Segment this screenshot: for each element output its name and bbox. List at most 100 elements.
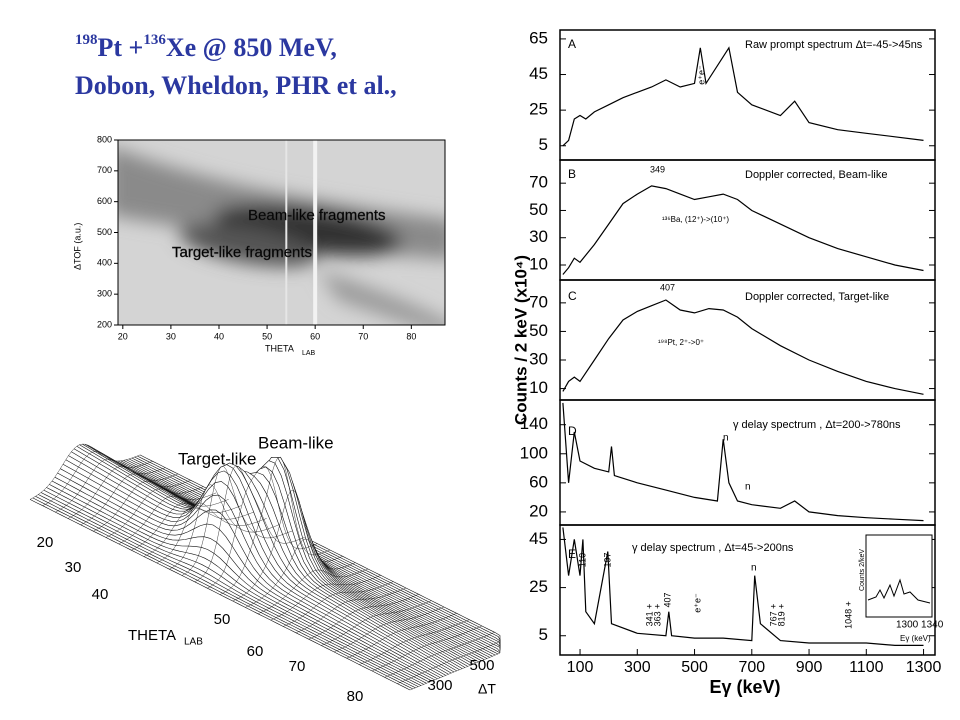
y-tick-label: 300 (97, 289, 112, 299)
y-tick-label: 5 (539, 625, 548, 644)
annotation: Beam-like (258, 433, 334, 452)
density (118, 148, 445, 325)
annotation: THETA (128, 627, 176, 644)
y-tick-label: 400 (97, 258, 112, 268)
theta-tick-label: 60 (247, 643, 264, 660)
annotation: 197 (602, 552, 612, 567)
annotation: 767 + (768, 604, 778, 627)
tof-tick-label: 500 (469, 657, 494, 674)
annotation: Target-like fragments (172, 244, 312, 261)
mesh-line (29, 443, 141, 500)
density-core (178, 223, 318, 267)
y-tick-label: 100 (520, 443, 548, 462)
theta-tick-label: 70 (289, 658, 306, 675)
x-tick-label: 60 (310, 331, 320, 341)
theta-tick-label: 20 (37, 534, 54, 551)
mesh-line (143, 507, 255, 557)
tof-tick-label: 300 (427, 677, 452, 694)
annotation: LAB (184, 637, 203, 648)
mesh-line (295, 587, 407, 633)
element: Xe @ 850 MeV, (166, 33, 337, 62)
density-tail (318, 270, 445, 325)
y-tick-label: 5 (539, 135, 548, 154)
annotation: 407 (662, 592, 672, 607)
y-tick-label: 30 (529, 349, 548, 368)
y-tick-label: 20 (529, 501, 548, 520)
mesh-line (308, 594, 419, 640)
mesh-line (333, 606, 445, 653)
annotation: E (568, 547, 576, 561)
mesh-line (105, 488, 217, 538)
x-tick-label: 50 (262, 331, 272, 341)
x-tick-label: 1100 (849, 659, 884, 676)
annotation: γ delay spectrum , Δt=200->780ns (733, 419, 901, 431)
x-tick-label: 100 (567, 659, 594, 676)
y-tick-label: 30 (529, 227, 548, 246)
y-tick-label: 25 (529, 100, 548, 119)
annotation: ΔT (478, 681, 496, 697)
x-tick-label: 80 (406, 331, 416, 341)
heatmap-image (118, 140, 445, 325)
mass-number: 198 (75, 32, 98, 48)
mesh-line (93, 481, 204, 532)
y-tick-label: 45 (529, 529, 548, 548)
theta-tick-label: 40 (92, 586, 109, 603)
y-tick-label: 70 (529, 292, 548, 311)
annotation: 1048 + (843, 601, 853, 629)
mesh-line (67, 466, 179, 519)
theta-tick-label: 50 (214, 611, 231, 628)
y-tick-label: 200 (97, 319, 112, 329)
mesh-line (194, 465, 305, 582)
annotation: A (568, 37, 576, 51)
annotation: Eγ (keV) (900, 634, 931, 643)
x-tick-label: 300 (624, 659, 651, 676)
annotation: Doppler corrected, Target-like (745, 291, 889, 303)
mesh-line (131, 503, 242, 551)
mesh-line (80, 473, 191, 525)
y-tick-label: 700 (97, 165, 112, 175)
mesh-line (207, 466, 318, 589)
x-tick-label: 500 (681, 659, 708, 676)
y-tick-label: 65 (529, 28, 548, 47)
panel-frame (559, 524, 936, 656)
annotation: 819 + (776, 604, 786, 627)
x-tick-label: 1300 (906, 659, 942, 676)
y-tick-label: 140 (520, 414, 548, 433)
surface-mesh (29, 443, 501, 700)
annotation: γ delay spectrum , Δt=45->200ns (632, 542, 794, 554)
mesh-line (270, 575, 381, 621)
annotation: 341 + (644, 604, 654, 627)
mesh-line (283, 581, 394, 627)
annotation: 363 + (652, 604, 662, 627)
mesh-line (359, 619, 470, 665)
y-tick-label: 50 (529, 321, 548, 340)
y-tick-label: 45 (529, 64, 548, 83)
annotation: Target-like (178, 449, 256, 468)
spectrum (562, 299, 924, 395)
mesh-line (346, 613, 457, 659)
y-tick-label: 60 (529, 472, 548, 491)
annotation: n (751, 563, 757, 574)
annotation: 1300 1340 (896, 620, 944, 631)
x-tick-label: 30 (166, 331, 176, 341)
mesh-line (397, 638, 501, 684)
annotation: 349 (650, 164, 665, 174)
y-tick-label: 70 (529, 173, 548, 192)
mesh-line (181, 465, 293, 576)
mesh-line (219, 456, 331, 595)
y-tick-label: 600 (97, 196, 112, 206)
title: 198Pt +136Xe @ 850 MeV, (75, 32, 337, 62)
spectrum (562, 402, 924, 522)
y-axis-label: Counts / 2 keV (x10⁴) (511, 255, 530, 425)
spectrum (562, 185, 924, 275)
annotation: ¹⁹⁸Pt, 2⁺->0⁺ (658, 338, 704, 347)
mesh-line (156, 502, 267, 564)
mesh-line (245, 538, 356, 608)
inset-spectrum (867, 578, 931, 604)
mesh-line (42, 451, 153, 506)
x-tick-label: 70 (358, 331, 368, 341)
x-axis-label-sub: LAB (302, 350, 316, 357)
annotation: ¹³⁶Ba, (12⁺)->(10⁺) (662, 215, 729, 224)
annotation: Doppler corrected, Beam-like (745, 169, 887, 181)
